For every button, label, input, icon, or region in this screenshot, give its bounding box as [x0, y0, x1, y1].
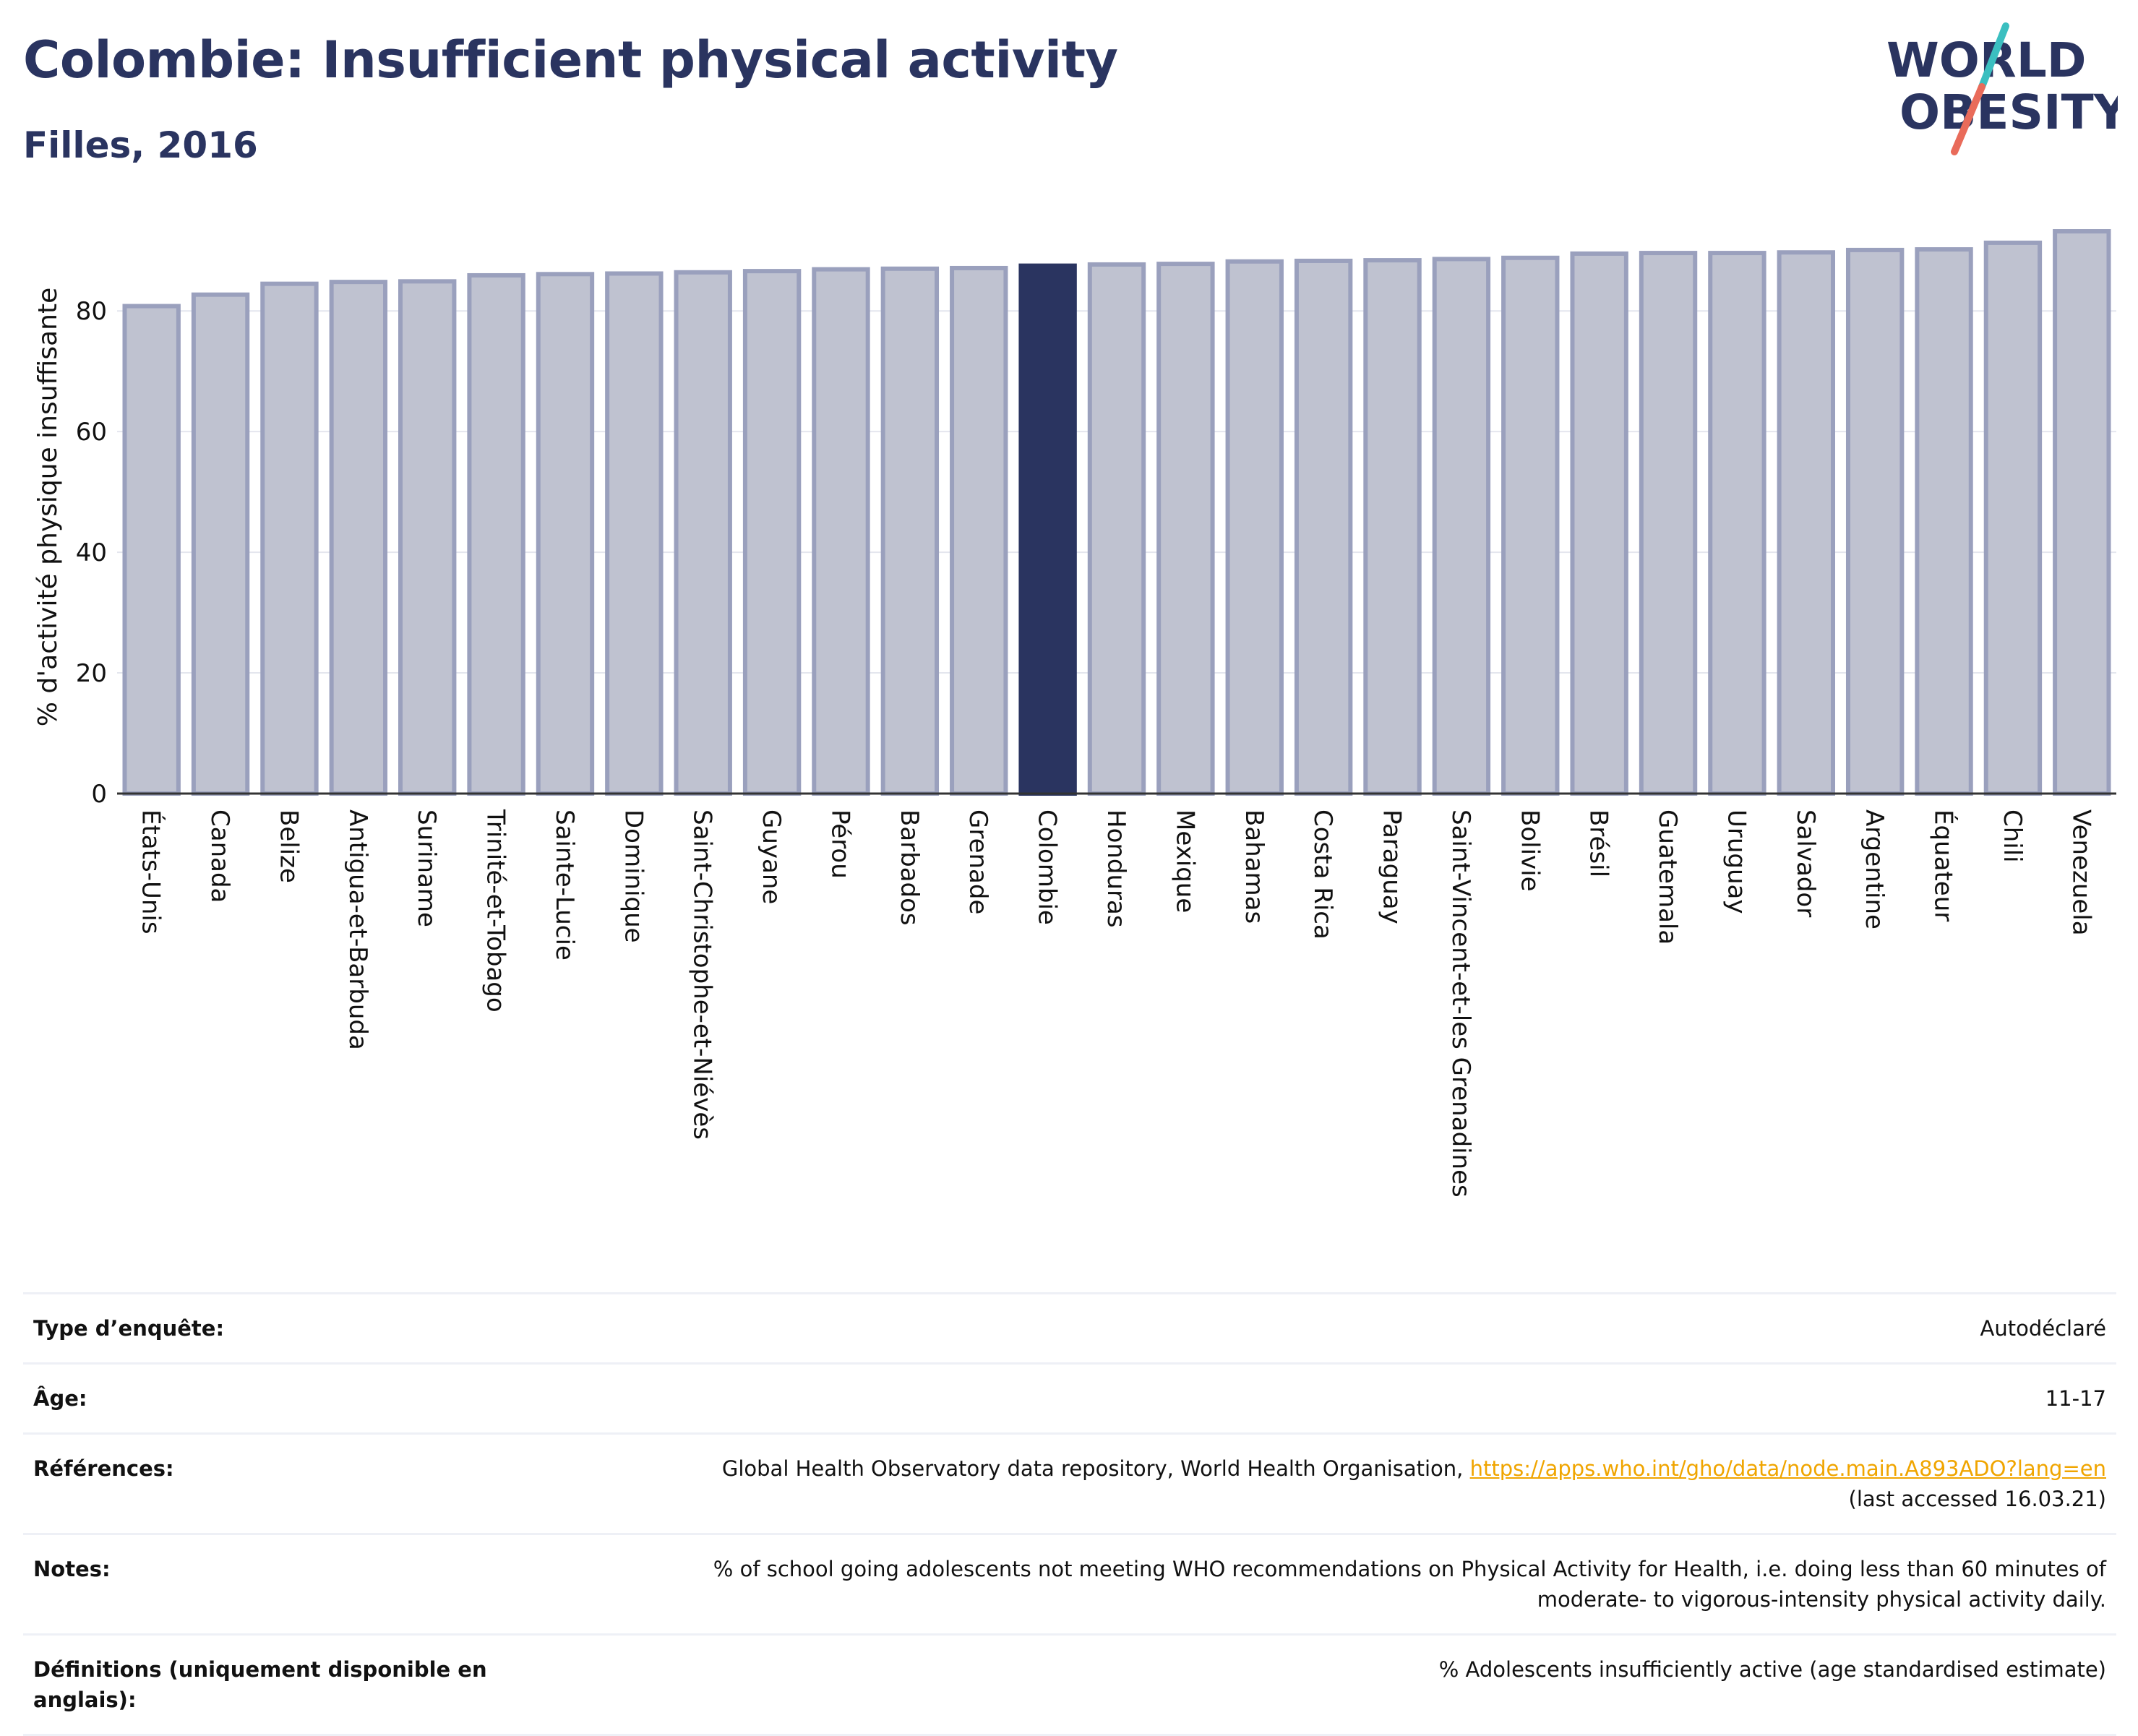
bar — [742, 269, 802, 796]
bar — [398, 279, 457, 796]
y-tick-label: 80 — [76, 297, 107, 326]
y-axis-label: % d'activité physique insuffisante — [33, 288, 63, 726]
x-tick-label: Équateur — [1929, 809, 1959, 921]
info-label: Type d’enquête: — [33, 1316, 225, 1341]
bar-chart: 0 20 40 60 80 États-Unis Canada Belize Antigua-… — [33, 229, 2116, 1198]
x-tick-label: Trinité-et-Tobago — [481, 809, 510, 1013]
info-label: Références: — [33, 1456, 174, 1481]
bar — [1018, 263, 1077, 796]
x-tick-label: Brésil — [1584, 809, 1613, 877]
x-tick-label: Canada — [205, 809, 234, 903]
x-tick-label: Bahamas — [1240, 809, 1268, 924]
bar — [1845, 247, 1905, 796]
bar — [1156, 262, 1215, 796]
bar — [1639, 251, 1698, 796]
bar — [122, 304, 181, 796]
info-value-cont: moderate- to vigorous-intensity physical… — [1537, 1587, 2106, 1612]
info-value: Global Health Observatory data repositor… — [721, 1456, 1464, 1481]
bar — [605, 271, 664, 796]
bar — [1294, 258, 1353, 796]
bar — [1708, 251, 1766, 796]
y-tick-labels: 0 20 40 60 80 — [76, 297, 107, 809]
bar — [1432, 257, 1491, 796]
x-tick-label: Saint-Christophe-et-Niévès — [688, 809, 717, 1140]
x-tick-label: Guyane — [757, 809, 786, 904]
bar — [260, 281, 319, 796]
bar — [674, 270, 732, 796]
info-label: Âge: — [33, 1386, 87, 1411]
bar — [880, 266, 940, 796]
bar — [950, 265, 1008, 796]
page-title: Colombie: Insufficient physical activity — [23, 30, 1118, 90]
bar — [812, 267, 870, 796]
x-tick-labels: États-Unis Canada Belize Antigua-et-Barbuda… — [137, 809, 2096, 1198]
world-obesity-logo: WORLD OBESITY — [1886, 22, 2118, 155]
y-tick-label: 40 — [76, 538, 107, 567]
info-value: % Adolescents insufficiently active (age… — [1438, 1657, 2106, 1682]
bar — [1225, 259, 1284, 796]
logo-text-obesity: OBESITY — [1899, 85, 2118, 140]
bar — [2053, 229, 2111, 796]
x-tick-label: Guatemala — [1653, 809, 1682, 945]
x-tick-label: Bolivie — [1515, 809, 1544, 892]
x-tick-label: Argentine — [1860, 809, 1889, 929]
x-tick-label: Suriname — [412, 809, 441, 927]
y-tick-label: 0 — [91, 780, 107, 809]
bars — [122, 229, 2111, 796]
x-tick-label: États-Unis — [137, 809, 166, 934]
info-value: Autodéclaré — [1980, 1316, 2106, 1341]
x-tick-label: Barbados — [895, 809, 924, 926]
info-row-notes: Notes: % of school going adolescents not… — [23, 1534, 2116, 1635]
bar — [1501, 255, 1560, 796]
bar — [1087, 262, 1146, 796]
info-value: % of school going adolescents not meetin… — [713, 1557, 2106, 1581]
page-subtitle: Filles, 2016 — [23, 124, 258, 166]
info-value: 11-17 — [2045, 1386, 2106, 1411]
x-tick-label: Mexique — [1170, 809, 1199, 913]
x-tick-label: Honduras — [1102, 809, 1130, 928]
y-tick-label: 60 — [76, 418, 107, 447]
y-tick-label: 20 — [76, 659, 107, 688]
info-value-accessed: (last accessed 16.03.21) — [1848, 1487, 2106, 1511]
info-row-references: Références: Global Health Observatory da… — [23, 1433, 2116, 1534]
x-tick-label: Venezuela — [2066, 809, 2095, 936]
logo-slash-top — [1978, 22, 2009, 90]
bar — [1363, 258, 1422, 796]
bar — [1570, 251, 1628, 796]
info-label: Notes: — [33, 1557, 111, 1581]
bar — [536, 272, 595, 796]
x-tick-label: Grenade — [963, 809, 992, 914]
x-tick-label: Sainte-Lucie — [550, 809, 579, 961]
x-tick-label: Paraguay — [1378, 809, 1407, 924]
info-label: Définitions (uniquement disponible en an… — [33, 1657, 487, 1712]
x-tick-label: Chili — [1998, 809, 2027, 863]
info-table: Type d’enquête: Autodéclaré Âge: 11-17 R… — [23, 1292, 2116, 1736]
x-tick-label: Uruguay — [1722, 809, 1751, 914]
bar — [191, 292, 250, 796]
info-row-survey-type: Type d’enquête: Autodéclaré — [23, 1293, 2116, 1364]
info-row-age: Âge: 11-17 — [23, 1363, 2116, 1434]
x-tick-label: Dominique — [619, 809, 648, 943]
logo-slash-bottom — [1951, 83, 1985, 155]
bar — [467, 272, 525, 796]
bar — [1915, 247, 1973, 796]
x-tick-label: Salvador — [1791, 809, 1820, 917]
x-tick-label: Colombie — [1033, 809, 1062, 925]
x-tick-label: Costa Rica — [1308, 809, 1337, 940]
x-tick-label: Saint-Vincent-et-les Grenadines — [1446, 809, 1475, 1198]
bar — [329, 280, 388, 796]
x-tick-label: Belize — [274, 809, 303, 883]
x-tick-label: Pérou — [825, 809, 854, 879]
x-tick-label: Antigua-et-Barbuda — [343, 809, 372, 1050]
bar — [1777, 250, 1835, 796]
reference-link[interactable]: https://apps.who.int/gho/data/node.main.… — [1469, 1456, 2106, 1481]
bar — [1983, 240, 2043, 796]
